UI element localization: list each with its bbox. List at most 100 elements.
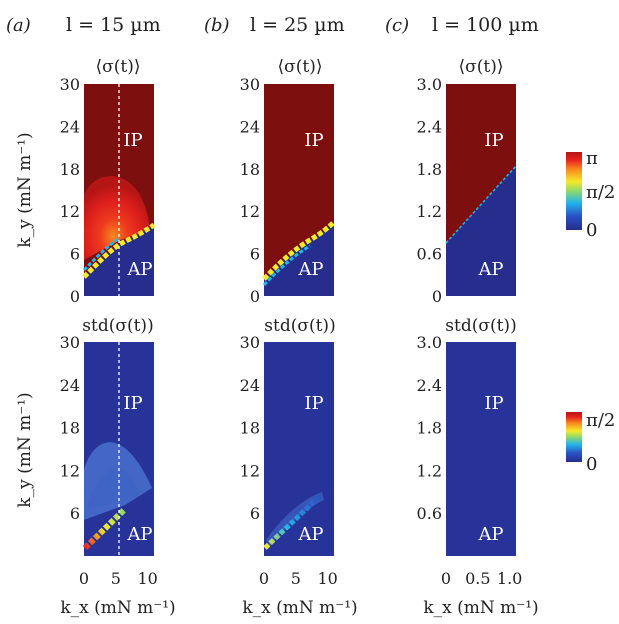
l-label-b: l = 25 µm bbox=[250, 14, 345, 36]
ip-label: IP bbox=[123, 130, 142, 151]
l-label-a: l = 15 µm bbox=[66, 14, 161, 36]
boundary-band-edge bbox=[82, 236, 121, 272]
panel-b-top: IP AP bbox=[262, 84, 336, 296]
ap-label: AP bbox=[477, 259, 503, 280]
y-tick-label: 18 bbox=[60, 160, 80, 179]
panel-letter-c: (c) bbox=[385, 15, 409, 36]
colorbar-std: π/2 0 bbox=[566, 410, 615, 475]
ap-label: AP bbox=[297, 259, 323, 280]
x-axis-label-b: k_x (mN m⁻¹) bbox=[242, 598, 357, 618]
y-tick-label: 12 bbox=[240, 202, 260, 221]
colorbar-mean-gradient bbox=[566, 152, 582, 230]
panel-a-bottom: IP AP bbox=[82, 342, 154, 556]
ip-label: IP bbox=[123, 393, 142, 414]
ap-label: AP bbox=[477, 524, 503, 545]
y-tick-label: 6 bbox=[250, 245, 260, 264]
y-tick-label: 30 bbox=[240, 75, 260, 94]
l-label-c: l = 100 µm bbox=[432, 14, 539, 36]
x-tick-label: 10 bbox=[317, 569, 337, 588]
ip-label: IP bbox=[304, 393, 323, 414]
y-tick-label: 0 bbox=[432, 287, 442, 306]
y-tick-label: 1.2 bbox=[417, 461, 442, 480]
x-axis-label-c: k_x (mN m⁻¹) bbox=[423, 598, 538, 618]
y-tick-label: 2.4 bbox=[417, 376, 442, 395]
y-tick-label: 3.0 bbox=[417, 333, 442, 352]
y-tick-label: 24 bbox=[60, 376, 80, 395]
panel-letter-b: (b) bbox=[204, 15, 230, 36]
panel-b-bottom: IP AP bbox=[263, 342, 334, 556]
y-tick-label: 1.2 bbox=[417, 202, 442, 221]
y-tick-label: 30 bbox=[60, 333, 80, 352]
y-tick-label: 0 bbox=[250, 287, 260, 306]
x-tick-label: 0 bbox=[441, 569, 451, 588]
y-tick-label: 6 bbox=[250, 504, 260, 523]
mean-title-a: ⟨σ(t)⟩ bbox=[96, 57, 141, 77]
boundary-line bbox=[445, 165, 517, 244]
y-tick-label: 1.8 bbox=[417, 419, 442, 438]
y-axis-label-bottom: k_y (mN m⁻¹) bbox=[15, 392, 35, 507]
mean-title-c: ⟨σ(t)⟩ bbox=[459, 57, 504, 77]
colorbar-std-gradient bbox=[566, 412, 582, 462]
y-tick-label: 24 bbox=[240, 117, 260, 136]
x-tick-label: 1.0 bbox=[497, 569, 522, 588]
panel-c-bottom: IP AP bbox=[446, 342, 516, 556]
x-tick-label: 0 bbox=[259, 569, 269, 588]
ap-label: AP bbox=[297, 524, 323, 545]
colorbar-std-tick-top: π/2 bbox=[586, 410, 615, 431]
y-tick-label: 18 bbox=[60, 419, 80, 438]
y-tick-label: 12 bbox=[60, 461, 80, 480]
ip-label: IP bbox=[484, 130, 503, 151]
y-tick-label: 6 bbox=[70, 245, 80, 264]
ap-label: AP bbox=[126, 524, 152, 545]
y-tick-label: 18 bbox=[240, 160, 260, 179]
y-tick-label: 30 bbox=[60, 75, 80, 94]
y-tick-label: 3.0 bbox=[417, 75, 442, 94]
ap-region bbox=[446, 166, 516, 296]
x-axis-label-a: k_x (mN m⁻¹) bbox=[60, 598, 175, 618]
x-tick-label: 0 bbox=[79, 569, 89, 588]
transition-blob bbox=[84, 175, 150, 260]
y-tick-label: 30 bbox=[240, 333, 260, 352]
y-tick-label: 18 bbox=[240, 419, 260, 438]
ap-label: AP bbox=[126, 259, 152, 280]
boundary-band bbox=[82, 222, 156, 279]
std-title-c: std(σ(t)) bbox=[445, 316, 516, 336]
y-tick-label: 12 bbox=[240, 461, 260, 480]
tick-labels: 0 6 12 18 24 30 0 6 12 18 24 30 0 0.6 1.2 1.8 2.4 3.0 6 12 1… bbox=[60, 75, 523, 588]
boundary-band bbox=[262, 220, 336, 281]
y-axis-label-top: k_y (mN m⁻¹) bbox=[15, 132, 35, 247]
y-tick-label: 24 bbox=[60, 117, 80, 136]
panel-c-top: IP AP bbox=[445, 84, 517, 296]
colorbar-mean-tick-bottom: 0 bbox=[586, 220, 597, 241]
ap-region bbox=[264, 222, 334, 296]
x-tick-label: 5 bbox=[111, 569, 121, 588]
mean-title-b: ⟨σ(t)⟩ bbox=[278, 57, 323, 77]
y-tick-label: 6 bbox=[70, 504, 80, 523]
colorbar-mean-tick-mid: π/2 bbox=[586, 182, 615, 203]
std-blob-core bbox=[86, 468, 140, 510]
y-tick-label: 12 bbox=[60, 202, 80, 221]
y-tick-label: 24 bbox=[240, 376, 260, 395]
colorbar-mean: π π/2 0 bbox=[566, 148, 615, 241]
std-diagonal bbox=[82, 507, 127, 551]
panel-a-top: IP AP bbox=[82, 84, 156, 296]
y-tick-label: 0.6 bbox=[417, 504, 442, 523]
std-title-b: std(σ(t)) bbox=[264, 316, 335, 336]
y-tick-label: 2.4 bbox=[417, 117, 442, 136]
y-tick-label: 1.8 bbox=[417, 160, 442, 179]
colorbar-std-tick-bottom: 0 bbox=[586, 454, 597, 475]
boundary-band-edge bbox=[262, 244, 311, 287]
std-title-a: std(σ(t)) bbox=[82, 316, 153, 336]
x-tick-label: 10 bbox=[137, 569, 157, 588]
ip-label: IP bbox=[304, 130, 323, 151]
colorbar-mean-tick-top: π bbox=[586, 148, 598, 169]
y-tick-label: 0.6 bbox=[417, 245, 442, 264]
panel-letter-a: (a) bbox=[6, 15, 31, 36]
y-tick-label: 0 bbox=[70, 287, 80, 306]
ip-label: IP bbox=[484, 393, 503, 414]
std-background bbox=[264, 342, 334, 556]
x-tick-label: 0.5 bbox=[465, 569, 490, 588]
x-tick-label: 5 bbox=[291, 569, 301, 588]
std-background bbox=[446, 342, 516, 556]
